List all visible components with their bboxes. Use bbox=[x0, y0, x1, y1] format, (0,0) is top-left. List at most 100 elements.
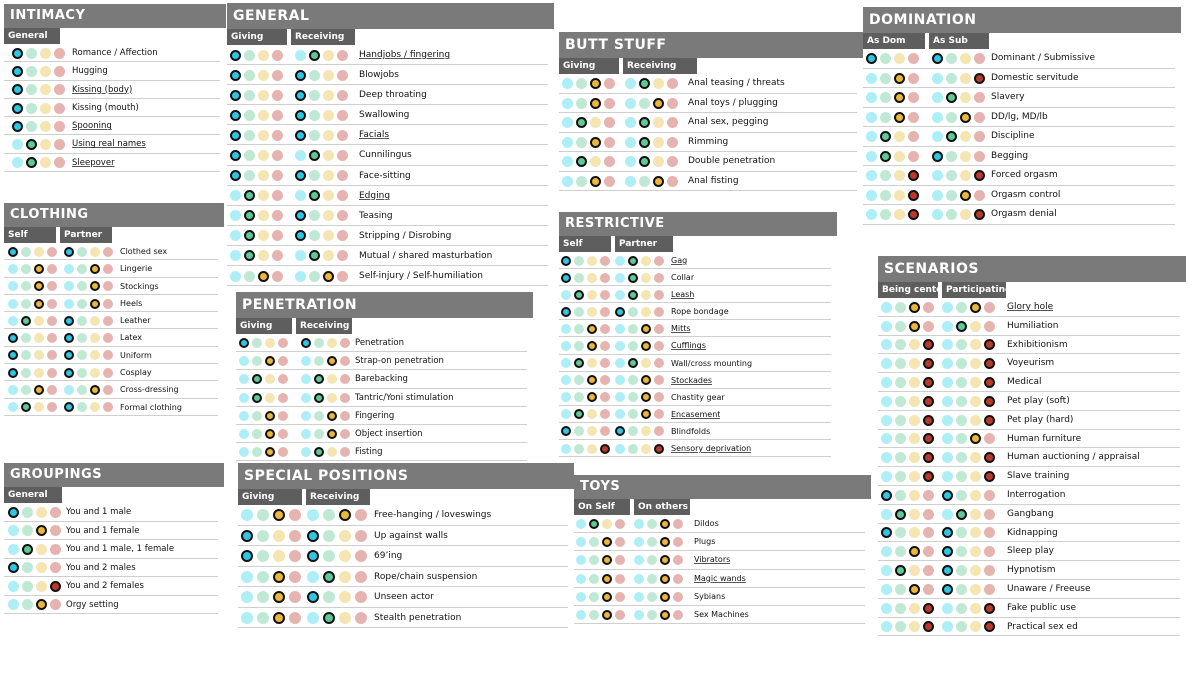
indifferent-rating-dot[interactable] bbox=[265, 338, 275, 349]
limit-rating-dot[interactable] bbox=[615, 555, 625, 566]
limit-rating-dot[interactable] bbox=[923, 546, 934, 558]
like-rating-dot[interactable] bbox=[309, 190, 320, 202]
limit-rating-dot[interactable] bbox=[54, 47, 65, 59]
favorite-rating-dot[interactable] bbox=[12, 120, 23, 132]
limit-rating-dot[interactable] bbox=[272, 89, 283, 101]
limit-rating-dot[interactable] bbox=[337, 89, 348, 101]
indifferent-rating-dot[interactable] bbox=[641, 306, 651, 317]
indifferent-rating-dot[interactable] bbox=[970, 565, 981, 577]
favorite-rating-dot[interactable] bbox=[295, 250, 306, 262]
favorite-rating-dot[interactable] bbox=[881, 583, 892, 595]
favorite-rating-dot[interactable] bbox=[932, 92, 943, 104]
favorite-rating-dot[interactable] bbox=[881, 414, 892, 426]
indifferent-rating-dot[interactable] bbox=[36, 599, 47, 611]
like-rating-dot[interactable] bbox=[309, 170, 320, 182]
indifferent-rating-dot[interactable] bbox=[909, 452, 920, 464]
indifferent-rating-dot[interactable] bbox=[258, 69, 269, 81]
indifferent-rating-dot[interactable] bbox=[590, 175, 601, 187]
indifferent-rating-dot[interactable] bbox=[602, 573, 612, 584]
limit-rating-dot[interactable] bbox=[673, 519, 683, 530]
indifferent-rating-dot[interactable] bbox=[587, 409, 597, 420]
indifferent-rating-dot[interactable] bbox=[90, 263, 100, 274]
limit-rating-dot[interactable] bbox=[103, 350, 113, 361]
limit-rating-dot[interactable] bbox=[289, 529, 301, 542]
favorite-rating-dot[interactable] bbox=[12, 47, 23, 59]
indifferent-rating-dot[interactable] bbox=[258, 270, 269, 282]
limit-rating-dot[interactable] bbox=[289, 509, 301, 522]
favorite-rating-dot[interactable] bbox=[561, 289, 571, 300]
limit-rating-dot[interactable] bbox=[600, 443, 610, 454]
favorite-rating-dot[interactable] bbox=[942, 508, 953, 520]
favorite-rating-dot[interactable] bbox=[295, 190, 306, 202]
limit-rating-dot[interactable] bbox=[47, 315, 57, 326]
favorite-rating-dot[interactable] bbox=[561, 358, 571, 369]
favorite-rating-dot[interactable] bbox=[241, 570, 253, 583]
like-rating-dot[interactable] bbox=[323, 570, 335, 583]
favorite-rating-dot[interactable] bbox=[881, 433, 892, 445]
like-rating-dot[interactable] bbox=[77, 315, 87, 326]
favorite-rating-dot[interactable] bbox=[230, 230, 241, 242]
like-rating-dot[interactable] bbox=[21, 315, 31, 326]
indifferent-rating-dot[interactable] bbox=[587, 375, 597, 386]
favorite-rating-dot[interactable] bbox=[8, 333, 18, 344]
limit-rating-dot[interactable] bbox=[600, 341, 610, 352]
favorite-rating-dot[interactable] bbox=[12, 84, 23, 96]
like-rating-dot[interactable] bbox=[895, 301, 906, 313]
favorite-rating-dot[interactable] bbox=[634, 555, 644, 566]
indifferent-rating-dot[interactable] bbox=[258, 89, 269, 101]
indifferent-rating-dot[interactable] bbox=[34, 263, 44, 274]
favorite-rating-dot[interactable] bbox=[561, 375, 571, 386]
indifferent-rating-dot[interactable] bbox=[34, 350, 44, 361]
limit-rating-dot[interactable] bbox=[355, 550, 367, 563]
like-rating-dot[interactable] bbox=[244, 210, 255, 222]
limit-rating-dot[interactable] bbox=[47, 385, 57, 396]
like-rating-dot[interactable] bbox=[77, 246, 87, 257]
like-rating-dot[interactable] bbox=[895, 471, 906, 483]
like-rating-dot[interactable] bbox=[576, 97, 587, 109]
limit-rating-dot[interactable] bbox=[278, 392, 288, 403]
favorite-rating-dot[interactable] bbox=[8, 298, 18, 309]
limit-rating-dot[interactable] bbox=[984, 546, 995, 558]
indifferent-rating-dot[interactable] bbox=[909, 508, 920, 520]
limit-rating-dot[interactable] bbox=[923, 565, 934, 577]
like-rating-dot[interactable] bbox=[956, 527, 967, 539]
limit-rating-dot[interactable] bbox=[289, 570, 301, 583]
favorite-rating-dot[interactable] bbox=[881, 602, 892, 614]
indifferent-rating-dot[interactable] bbox=[36, 506, 47, 518]
like-rating-dot[interactable] bbox=[252, 429, 262, 440]
limit-rating-dot[interactable] bbox=[337, 109, 348, 121]
indifferent-rating-dot[interactable] bbox=[970, 452, 981, 464]
like-rating-dot[interactable] bbox=[589, 555, 599, 566]
like-rating-dot[interactable] bbox=[309, 270, 320, 282]
indifferent-rating-dot[interactable] bbox=[323, 170, 334, 182]
indifferent-rating-dot[interactable] bbox=[960, 92, 971, 104]
indifferent-rating-dot[interactable] bbox=[323, 250, 334, 262]
like-rating-dot[interactable] bbox=[956, 433, 967, 445]
favorite-rating-dot[interactable] bbox=[239, 429, 249, 440]
favorite-rating-dot[interactable] bbox=[230, 109, 241, 121]
like-rating-dot[interactable] bbox=[956, 621, 967, 633]
like-rating-dot[interactable] bbox=[309, 49, 320, 61]
indifferent-rating-dot[interactable] bbox=[970, 489, 981, 501]
favorite-rating-dot[interactable] bbox=[562, 117, 573, 129]
limit-rating-dot[interactable] bbox=[923, 583, 934, 595]
limit-rating-dot[interactable] bbox=[615, 537, 625, 548]
limit-rating-dot[interactable] bbox=[923, 527, 934, 539]
favorite-rating-dot[interactable] bbox=[942, 583, 953, 595]
limit-rating-dot[interactable] bbox=[923, 339, 934, 351]
indifferent-rating-dot[interactable] bbox=[36, 562, 47, 574]
like-rating-dot[interactable] bbox=[309, 89, 320, 101]
indifferent-rating-dot[interactable] bbox=[587, 341, 597, 352]
favorite-rating-dot[interactable] bbox=[932, 209, 943, 221]
like-rating-dot[interactable] bbox=[252, 410, 262, 421]
limit-rating-dot[interactable] bbox=[337, 150, 348, 162]
indifferent-rating-dot[interactable] bbox=[339, 550, 351, 563]
favorite-rating-dot[interactable] bbox=[239, 410, 249, 421]
indifferent-rating-dot[interactable] bbox=[339, 509, 351, 522]
favorite-rating-dot[interactable] bbox=[932, 131, 943, 143]
indifferent-rating-dot[interactable] bbox=[34, 281, 44, 292]
like-rating-dot[interactable] bbox=[946, 150, 957, 162]
favorite-rating-dot[interactable] bbox=[561, 341, 571, 352]
favorite-rating-dot[interactable] bbox=[241, 509, 253, 522]
favorite-rating-dot[interactable] bbox=[301, 356, 311, 367]
